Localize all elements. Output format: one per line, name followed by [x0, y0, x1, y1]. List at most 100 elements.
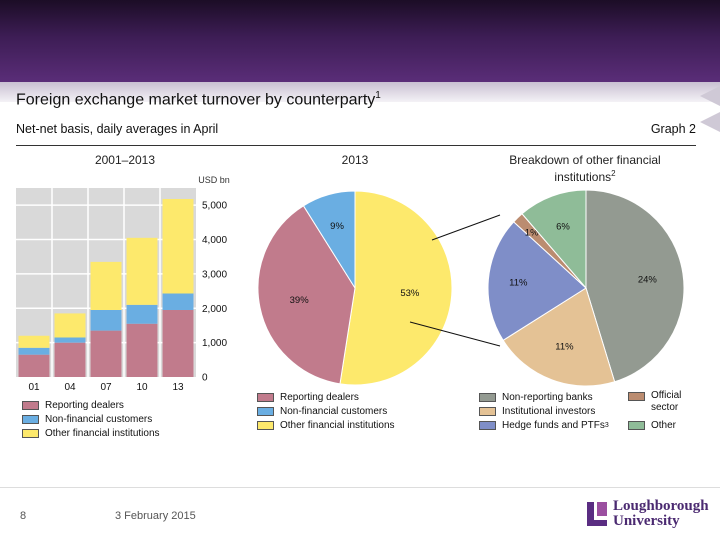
pie-slice [339, 190, 453, 386]
y-tick-label: 2,000 [202, 304, 227, 315]
legend-label: Other financial institutions [45, 427, 160, 439]
pie-chart-2013: 53% 39% 9% [257, 190, 453, 386]
legend-item: Hedge funds and PTFs 3 [479, 418, 609, 432]
bar-segment [18, 354, 50, 377]
legend-swatch [22, 414, 39, 424]
legend-item: Institutional investors [479, 404, 609, 418]
legend-swatch [628, 392, 645, 401]
legend-label: Non-reporting banks [502, 391, 593, 403]
top-rule [16, 145, 696, 146]
legend-swatch [628, 420, 645, 430]
pie-label: 11% [509, 277, 528, 288]
legend-label: Hedge funds and PTFs [502, 419, 605, 431]
footer-date: 3 February 2015 [115, 510, 196, 522]
y-tick-label: 0 [202, 373, 208, 384]
legend-item: Official sector [628, 390, 691, 418]
pie-slice [521, 189, 587, 290]
x-tick-label: 07 [100, 382, 112, 393]
header-banner-fade [0, 82, 720, 102]
legend-item: Reporting dealers [22, 398, 160, 412]
pie-label: 53% [400, 288, 420, 299]
y-tick-label: 5,000 [202, 201, 227, 212]
legend-label: Official sector [651, 390, 682, 413]
legend-item: Other financial institutions [22, 426, 160, 440]
bar-segment [18, 335, 50, 348]
y-tick-label: 4,000 [202, 235, 227, 246]
legend-swatch [479, 420, 496, 430]
bar-segment [90, 261, 122, 310]
pie-label: 1% [525, 228, 539, 239]
legend-label: Non-financial customers [280, 405, 388, 417]
middle-legend: Reporting dealers Non-financial customer… [257, 390, 395, 432]
pie-label: 24% [638, 274, 658, 285]
bar-segment [162, 309, 194, 377]
legend-item: Other financial institutions [257, 418, 395, 432]
legend-label: Other financial institutions [280, 419, 395, 431]
pie-slice [302, 190, 356, 290]
university-logo-icon [587, 502, 607, 526]
pie-label: 6% [556, 222, 570, 233]
legend-item: Reporting dealers [257, 390, 395, 404]
legend-swatch [479, 392, 496, 402]
legend-label: Non-financial customers [45, 413, 153, 425]
graph-label: Graph 2 [650, 122, 696, 136]
bar-segment [54, 342, 86, 377]
connector-line [431, 214, 501, 241]
bar-segment [126, 304, 158, 324]
legend-item: Other [628, 418, 691, 432]
legend-swatch [22, 428, 39, 438]
pie-slice [257, 205, 356, 385]
right-legend-col2: Official sector Other [628, 390, 691, 432]
bar-segment [90, 309, 122, 331]
y-tick-label: 3,000 [202, 269, 227, 280]
middle-panel-title: 2013 [341, 153, 369, 167]
legend-swatch [257, 406, 274, 416]
y-tick-label: 1,000 [202, 338, 227, 349]
bar-segment [54, 313, 86, 338]
legend-swatch [257, 392, 274, 402]
legend-label: Reporting dealers [280, 391, 359, 403]
pie-label: 11% [555, 342, 574, 353]
pie-connectors [409, 214, 501, 347]
x-tick-label: 10 [136, 382, 148, 393]
right-legend-col1: Non-reporting banks Institutional invest… [479, 390, 609, 432]
logo-line2: University [613, 513, 680, 529]
pie-label: 9% [330, 221, 344, 232]
legend-label: Other [651, 419, 677, 431]
pie-slice [487, 221, 587, 342]
bar-segment [54, 337, 86, 343]
bar-segment [162, 293, 194, 310]
right-panel-title-note: 2 [611, 169, 616, 178]
x-tick-label: 04 [64, 382, 76, 393]
legend-item: Non-reporting banks [479, 390, 609, 404]
legend-swatch [479, 406, 496, 416]
title-text: Foreign exchange market turnover by coun… [16, 91, 376, 109]
legend-swatch [257, 420, 274, 430]
x-tick-label: 13 [172, 382, 184, 393]
university-logo-text: Loughborough University [613, 499, 709, 529]
logo-line1: Loughborough [613, 498, 709, 514]
bar-segment [18, 347, 50, 355]
bar-segment [126, 323, 158, 377]
pie-chart-breakdown: 24% 11% 11% 1% 6% [487, 189, 685, 387]
left-panel-title: 2001–2013 [94, 153, 156, 167]
x-tick-label: 01 [28, 382, 40, 393]
legend-label: Reporting dealers [45, 399, 124, 411]
deco-arrow-1 [700, 86, 720, 106]
stacked-bar-chart: USD bn 0 1,000 2,000 3,000 4,000 5,000 01 04 07 10… [16, 175, 230, 393]
pie-slice [585, 189, 685, 383]
pie-slice [502, 287, 616, 387]
deco-arrow-2 [700, 112, 720, 132]
bar-segment [126, 237, 158, 305]
title-footnote: 1 [375, 90, 381, 101]
bar-segment [162, 198, 194, 294]
legend-swatch [22, 400, 39, 410]
legend-item: Non-financial customers [22, 412, 160, 426]
pie-label: 39% [290, 295, 310, 306]
right-panel-title-text: Breakdown of other financial institution… [509, 153, 661, 184]
connector-line [409, 321, 501, 347]
footer-divider [0, 487, 720, 488]
legend-label: Institutional investors [502, 405, 596, 417]
header-banner [0, 0, 720, 82]
chart-subtitle: Net-net basis, daily averages in April [16, 122, 219, 136]
